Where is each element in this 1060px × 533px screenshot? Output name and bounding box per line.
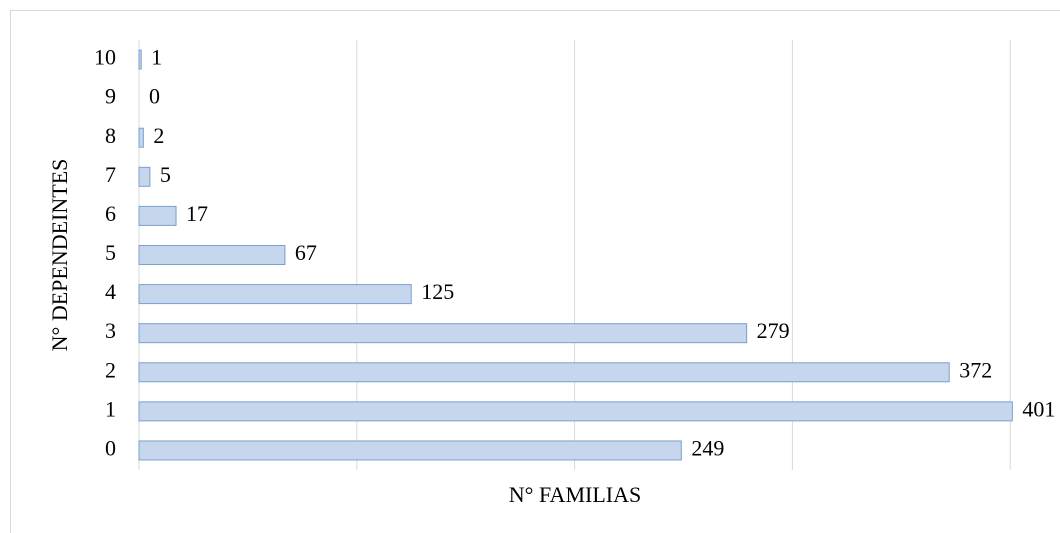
value-label: 125 <box>421 279 454 304</box>
x-axis-title: N° FAMILIAS <box>509 482 641 507</box>
y-tick-label: 9 <box>105 84 116 109</box>
bar <box>138 205 177 226</box>
value-label: 17 <box>186 201 208 226</box>
bar <box>138 49 142 70</box>
bar <box>138 127 144 148</box>
y-tick-label: 6 <box>105 201 116 226</box>
bar <box>138 245 286 265</box>
y-tick-label: 3 <box>105 318 116 343</box>
y-tick-label: 2 <box>105 357 116 382</box>
value-label: 0 <box>149 84 160 109</box>
value-label: 279 <box>757 318 790 343</box>
y-tick-label: 4 <box>105 279 116 304</box>
value-label: 249 <box>691 436 724 461</box>
value-label: 401 <box>1022 396 1055 421</box>
value-label: 372 <box>959 357 992 382</box>
bar <box>138 362 950 383</box>
y-tick-label: 1 <box>105 396 116 421</box>
value-label: 1 <box>151 45 162 70</box>
y-tick-label: 7 <box>105 162 116 187</box>
bar <box>138 401 1013 422</box>
y-tick-label: 10 <box>94 45 116 70</box>
bar <box>138 440 682 461</box>
value-label: 5 <box>160 162 171 187</box>
value-label: 67 <box>295 240 317 265</box>
bar <box>138 323 748 344</box>
bar <box>138 166 151 187</box>
y-tick-label: 8 <box>105 123 116 148</box>
bar <box>138 284 412 305</box>
value-label: 2 <box>153 123 164 148</box>
y-axis-title: N° DEPENDEINTES <box>47 159 72 352</box>
y-tick-label: 0 <box>105 436 116 461</box>
y-tick-label: 5 <box>105 240 116 265</box>
